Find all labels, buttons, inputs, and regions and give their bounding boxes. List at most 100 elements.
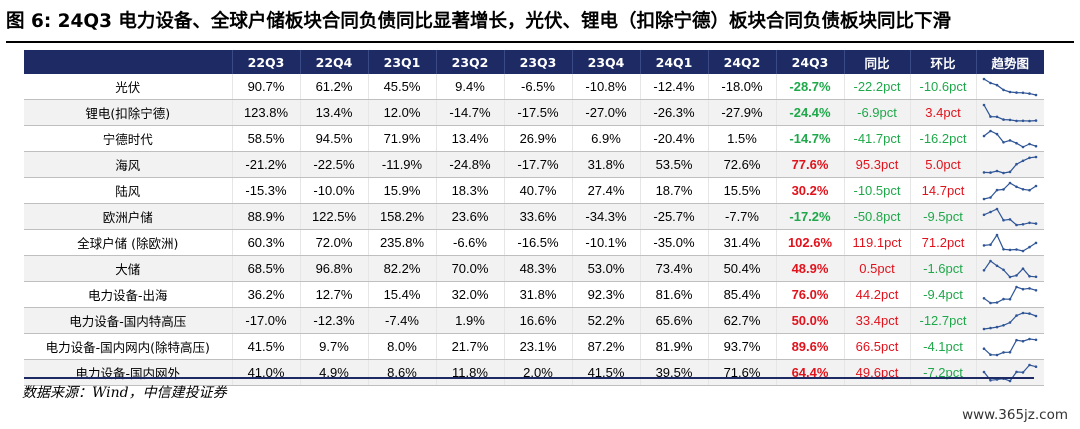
value-cell: 235.8% xyxy=(368,229,437,256)
sparkline xyxy=(982,337,1038,356)
value-cell: 33.6% xyxy=(504,203,573,230)
sparkline-point xyxy=(1015,313,1019,317)
row-label: 锂电(扣除宁德) xyxy=(24,99,233,126)
value-cell: 23.1% xyxy=(504,333,573,360)
q3-value-cell: 76.0% xyxy=(776,281,845,308)
yoy-cell: 33.4pct xyxy=(844,307,911,334)
value-cell: 61.2% xyxy=(300,74,369,100)
sparkline-line xyxy=(983,285,1037,304)
yoy-cell: 95.3pct xyxy=(844,151,911,178)
sparkline-point xyxy=(1015,285,1019,288)
qoq-cell: -7.2pct xyxy=(910,359,977,386)
value-cell: -12.4% xyxy=(640,74,709,100)
header-cell: 环比 xyxy=(910,50,977,74)
sparkline-point xyxy=(1034,241,1038,244)
trend-cell xyxy=(976,203,1044,230)
trend-cell xyxy=(976,359,1044,386)
sparkline-point xyxy=(1034,118,1038,122)
sparkline-point xyxy=(1015,141,1019,144)
value-cell: 18.7% xyxy=(640,177,709,204)
q3-value-cell: 102.6% xyxy=(776,229,845,256)
value-cell: -25.7% xyxy=(640,203,709,230)
value-cell: 26.9% xyxy=(504,125,573,152)
value-cell: -26.3% xyxy=(640,99,709,126)
sparkline-point xyxy=(982,296,986,300)
trend-cell xyxy=(976,333,1044,360)
sparkline-point xyxy=(1015,119,1019,122)
value-cell: -7.7% xyxy=(708,203,777,230)
sparkline xyxy=(982,233,1038,252)
header-cell: 22Q3 xyxy=(232,50,301,74)
row-label: 全球户储 (除欧洲) xyxy=(24,229,233,256)
sparkline-point xyxy=(982,243,986,247)
trend-cell xyxy=(976,74,1044,100)
sparkline-point xyxy=(995,132,999,135)
sparkline-point xyxy=(1015,370,1019,373)
sparkline-line xyxy=(984,311,1037,330)
value-cell: -10.1% xyxy=(572,229,641,256)
table-bottom-rule xyxy=(24,377,1034,379)
sparkline-point xyxy=(1034,338,1038,341)
watermark-text: www.365jz.com xyxy=(962,407,1068,423)
figure-title: 图 6: 24Q3 电力设备、全球户储板块合同负债同比显著增长，光伏、锂电（扣除… xyxy=(6,11,951,32)
header-cell: 23Q4 xyxy=(572,50,641,74)
sparkline-point xyxy=(982,134,986,137)
value-cell: -20.4% xyxy=(640,125,709,152)
value-cell: 41.5% xyxy=(232,333,301,360)
value-cell: -21.2% xyxy=(232,151,301,178)
value-cell: 8.6% xyxy=(368,359,437,386)
sparkline-point xyxy=(1028,274,1032,278)
value-cell: 70.0% xyxy=(436,255,505,282)
header-cell: 24Q2 xyxy=(708,50,777,74)
sparkline-line xyxy=(983,259,1037,278)
yoy-cell: 66.5pct xyxy=(844,333,911,360)
value-cell: 4.9% xyxy=(300,359,369,386)
yoy-cell: -6.9pct xyxy=(844,99,911,126)
sparkline-point xyxy=(1002,350,1006,354)
sparkline-point xyxy=(1021,222,1025,226)
value-cell: 31.8% xyxy=(504,281,573,308)
sparkline-point xyxy=(982,327,986,330)
sparkline-point xyxy=(1008,138,1012,142)
title-rule xyxy=(6,41,1074,43)
sparkline-line xyxy=(984,207,1037,226)
sparkline-point xyxy=(995,264,999,267)
value-cell: 82.2% xyxy=(368,255,437,282)
sparkline xyxy=(982,77,1038,96)
value-cell: -12.3% xyxy=(300,307,369,334)
value-cell: -35.0% xyxy=(640,229,709,256)
sparkline-point xyxy=(1034,364,1038,368)
value-cell: 53.5% xyxy=(640,151,709,178)
value-cell: -6.6% xyxy=(436,229,505,256)
sparkline-point xyxy=(1021,339,1025,342)
value-cell: 12.0% xyxy=(368,99,437,126)
table-body: 光伏 90.7% 61.2% 45.5% 9.4% -6.5% -10.8% -12.4% -1… xyxy=(24,74,1044,386)
sparkline-point xyxy=(989,242,993,246)
sparkline-line xyxy=(984,181,1037,200)
qoq-cell: 5.0pct xyxy=(910,151,977,178)
sparkline-point xyxy=(1034,155,1038,158)
sparkline-point xyxy=(1002,247,1006,251)
value-cell: 72.6% xyxy=(708,151,777,178)
q3-value-cell: -14.7% xyxy=(776,125,845,152)
qoq-cell: 3.4pct xyxy=(910,99,977,126)
value-cell: 93.7% xyxy=(708,333,777,360)
row-label: 电力设备-国内特高压 xyxy=(24,307,233,334)
value-cell: 8.0% xyxy=(368,333,437,360)
sparkline-point xyxy=(1021,145,1025,148)
sparkline-point xyxy=(982,197,986,200)
sparkline-point xyxy=(1008,217,1012,221)
trend-cell xyxy=(976,255,1044,282)
value-cell: 40.7% xyxy=(504,177,573,204)
trend-cell xyxy=(976,177,1044,204)
sparkline-line xyxy=(983,129,1037,148)
qoq-cell: -4.1pct xyxy=(910,333,977,360)
row-label: 电力设备-国内网内(除特高压) xyxy=(24,333,233,360)
yoy-cell: -50.8pct xyxy=(844,203,911,230)
trend-cell xyxy=(976,307,1044,334)
value-cell: 23.6% xyxy=(436,203,505,230)
q3-value-cell: 30.2% xyxy=(776,177,845,204)
sparkline-point xyxy=(1021,249,1025,252)
q3-value-cell: 50.0% xyxy=(776,307,845,334)
sparkline-point xyxy=(1002,88,1006,91)
